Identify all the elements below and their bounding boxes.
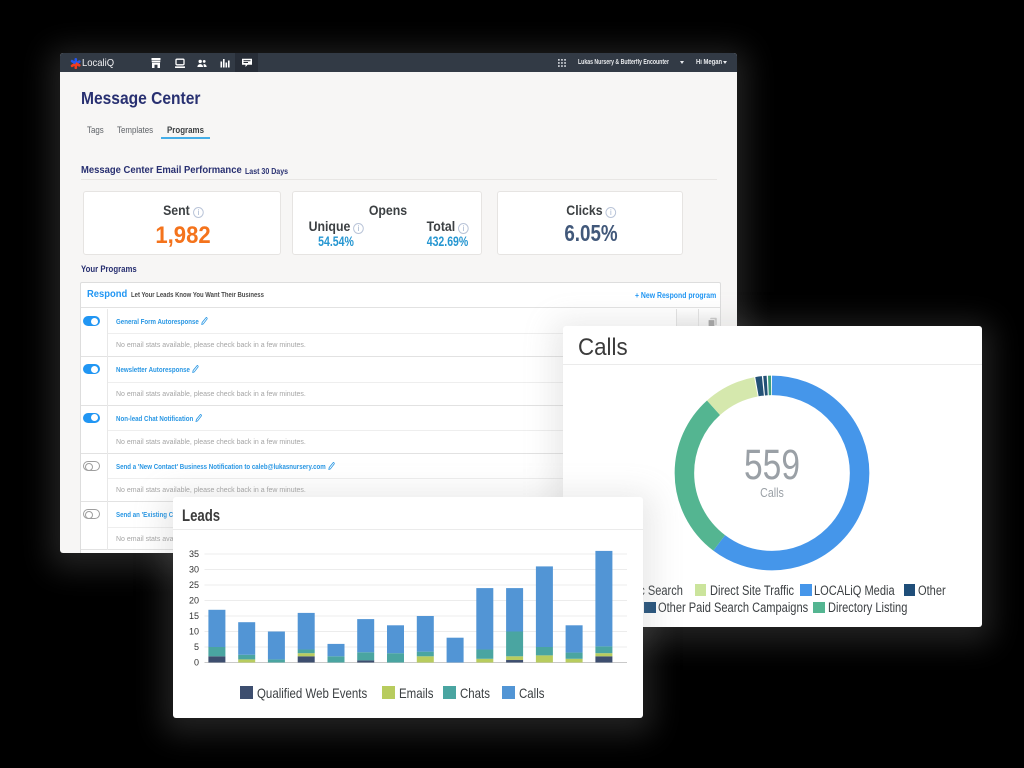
svg-text:10: 10	[189, 627, 199, 637]
svg-text:15: 15	[189, 611, 199, 621]
svg-text:5: 5	[194, 642, 199, 652]
svg-text:0: 0	[194, 658, 199, 668]
svg-text:30: 30	[189, 565, 199, 575]
svg-text:20: 20	[189, 596, 199, 606]
svg-text:25: 25	[189, 580, 199, 590]
svg-text:35: 35	[189, 549, 199, 559]
